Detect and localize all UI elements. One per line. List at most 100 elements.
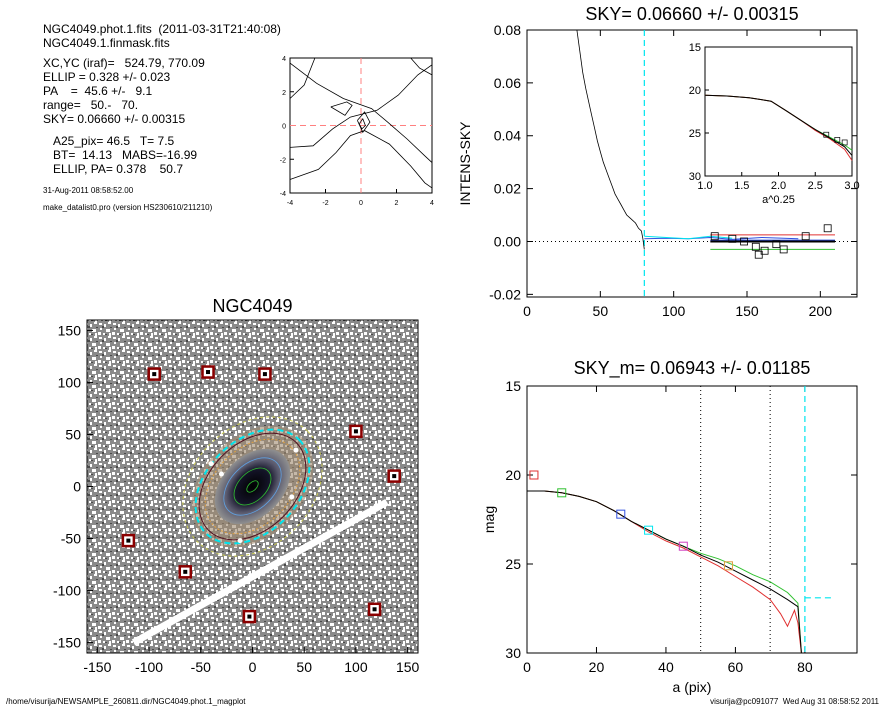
image-star-marker-core (392, 474, 397, 479)
mag-ytick-label: 30 (505, 645, 521, 661)
image-xtick-label: -50 (191, 659, 211, 675)
sky-ytick-label: 0.00 (494, 233, 521, 249)
inset-xlabel: a^0.25 (762, 194, 795, 206)
image-bright-streak (131, 499, 389, 646)
mag-xtick-label: 40 (658, 659, 674, 675)
sky-data-square (710, 232, 719, 241)
sky-title: SKY= 0.06660 +/- 0.00315 (585, 4, 798, 24)
mag-title: SKY_m= 0.06943 +/- 0.01185 (574, 358, 811, 379)
image-ytick-label: 150 (58, 322, 82, 338)
inset-ytick-label: 25 (689, 128, 701, 140)
inset-ytick-label: 15 (689, 42, 701, 54)
sky-ytick-label: 0.02 (494, 181, 521, 197)
mag-xtick-label: 20 (589, 659, 605, 675)
mag-ytick-label: 20 (505, 467, 521, 483)
contour-ytick-label: 2 (282, 90, 286, 97)
contour-line (289, 64, 433, 148)
inset-data-square (834, 137, 841, 143)
sky-axes-frame (526, 29, 858, 298)
mag-data-square (616, 509, 626, 519)
image-star-marker-core (206, 370, 211, 375)
sky-data-square (760, 246, 769, 255)
header-info: NGC4049.phot.1.fits (2011-03-31T21:40:08… (43, 22, 281, 215)
sky-data-square (823, 224, 832, 233)
sky-data-square (754, 250, 763, 259)
contour-line (289, 57, 316, 99)
image-xtick-label: 150 (396, 659, 420, 675)
isophote-core (246, 480, 259, 493)
mag-xtick-label: 80 (797, 659, 813, 675)
inset-axes-frame (704, 46, 853, 177)
isophote-cyan (194, 428, 311, 545)
image-star-marker-core (353, 429, 358, 434)
isophote-yellow-outer (182, 416, 323, 557)
image-star-marker-core (183, 569, 188, 574)
contour-xtick-label: -4 (287, 200, 293, 207)
contour-xtick-label: 4 (430, 200, 434, 207)
sky-data-square (801, 232, 810, 241)
contour-line (289, 130, 433, 189)
footer-user: visurija@pc091077 Wed Aug 31 08:58:52 20… (710, 697, 879, 706)
mag-data-square (529, 470, 539, 480)
image-ytick-label: -150 (53, 635, 81, 651)
mag-series-line (527, 490, 802, 654)
galaxy-body (214, 448, 291, 525)
sky-ytick-label: 0.04 (494, 128, 521, 144)
inset-xtick-label: 2.5 (808, 180, 823, 192)
mag-data-square (678, 541, 688, 551)
sky-profile-tail-cyan (644, 235, 733, 240)
image-ytick-label: 0 (73, 479, 81, 495)
image-xtick-label: 0 (249, 659, 257, 675)
contour-xtick-label: -2 (322, 200, 328, 207)
param-a25: A25_pix= 46.5 T= 7.5 (53, 134, 175, 148)
inset-xtick-label: 1.5 (734, 180, 749, 192)
contour-line (358, 117, 366, 130)
image-xtick-label: 100 (344, 659, 368, 675)
sky-data-square (779, 245, 788, 254)
isophote-dark-red (198, 432, 307, 541)
isophote-orange (204, 438, 301, 535)
contour-xtick-label: 2 (395, 200, 399, 207)
sky-ytick-label: 0.06 (494, 75, 521, 91)
contour-line (330, 101, 353, 116)
sky-xtick-label: 200 (809, 303, 833, 319)
mag-ytick-label: 15 (505, 378, 521, 394)
image-star-marker-core (152, 372, 157, 377)
inset-xtick-label: 2.0 (771, 180, 786, 192)
mag-series-line (527, 490, 802, 654)
sky-profile-tail-blue (644, 236, 799, 240)
sky-data-square (751, 242, 760, 251)
mag-xlabel: a (pix) (673, 679, 712, 695)
param-ellip: ELLIP = 0.328 +/- 0.023 (43, 70, 171, 84)
mag-data-square (644, 525, 654, 535)
image-star-marker-core (126, 538, 131, 543)
footer-path: /home/visurija/NEWSAMPLE_260811.dir/NGC4… (6, 697, 246, 706)
sky-xtick-label: 100 (662, 303, 686, 319)
mag-axes-frame (526, 385, 858, 654)
program-version: make_datalist0.pro (version HS230610/211… (43, 203, 213, 212)
inset-xtick-label: 3.0 (844, 180, 859, 192)
image-star (293, 447, 299, 453)
mag-data-square (723, 561, 733, 571)
sky-xtick-label: 0 (523, 303, 531, 319)
image-star (237, 538, 243, 544)
inset-data-square (823, 131, 830, 138)
param-bt: BT= 14.13 MABS=-16.99 (53, 148, 198, 162)
mag-data-square (557, 488, 567, 498)
image-xtick-label: -150 (83, 659, 111, 675)
inset-data-square (841, 139, 848, 146)
contour-line (410, 57, 433, 76)
file-name: NGC4049.phot.1.fits (2011-03-31T21:40:08… (43, 22, 281, 36)
inset-ytick-label: 30 (689, 171, 701, 183)
sky-ytick-label: 0.08 (494, 22, 521, 38)
mag-xtick-label: 60 (728, 659, 744, 675)
image-star-marker-core (372, 607, 377, 612)
sky-profile-line (576, 29, 645, 250)
mask-name: NGC4049.1.finmask.fits (43, 36, 170, 50)
contour-ytick-label: -4 (280, 191, 286, 198)
image-star-marker-core (262, 372, 267, 377)
run-date: 31-Aug-2011 08:58:52.00 (43, 186, 134, 195)
image-ytick-label: 100 (58, 374, 82, 390)
param-range: range= 50.- 70. (43, 98, 139, 112)
